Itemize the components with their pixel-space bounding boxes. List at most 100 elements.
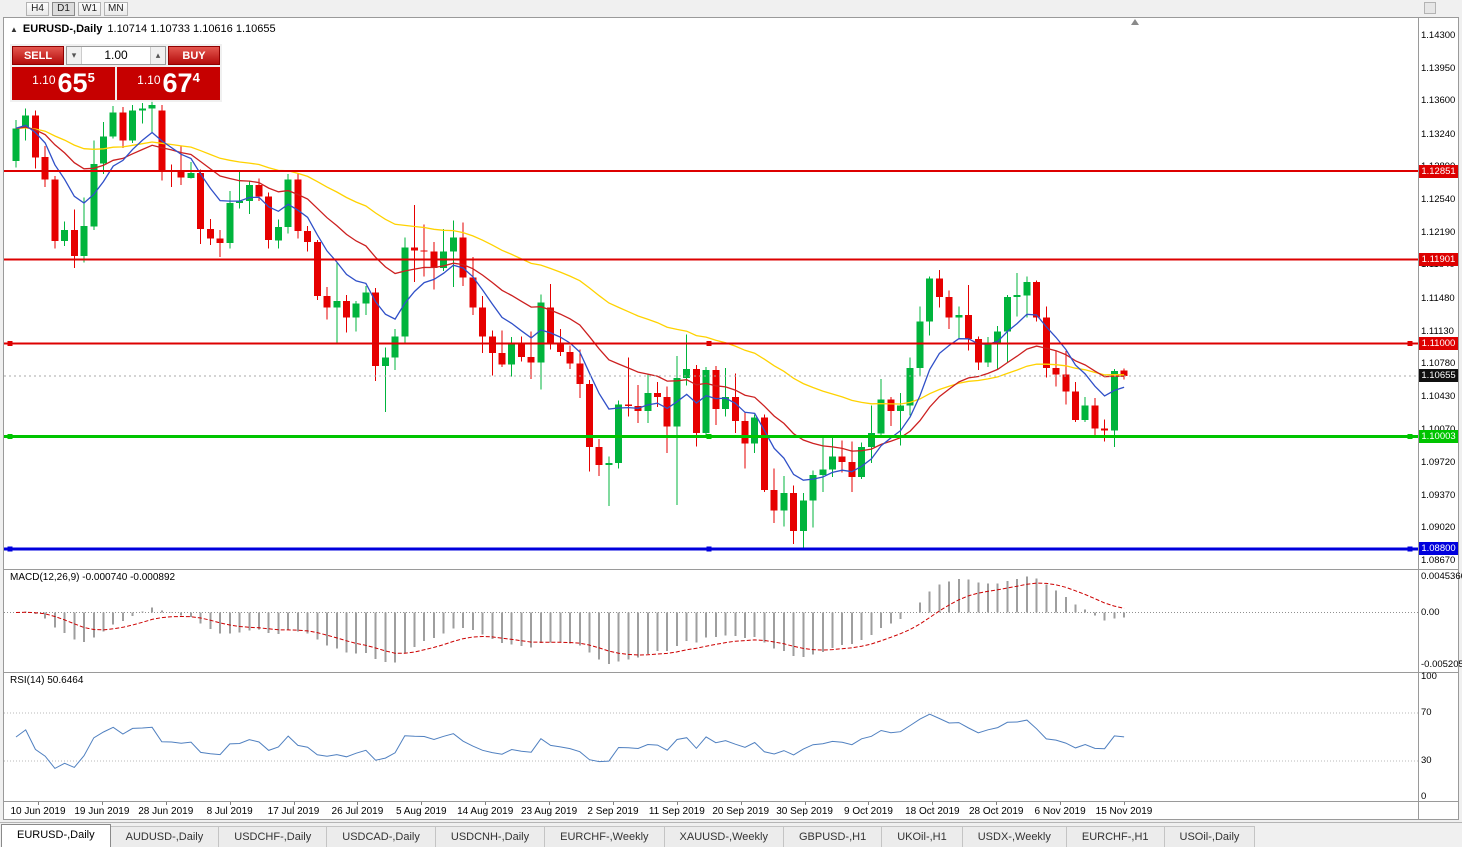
horizontal-lines — [4, 170, 1418, 552]
time-axis-tick — [996, 802, 998, 805]
price-axis-label: 1.10780 — [1421, 358, 1456, 370]
symbol-tab-usdcad-daily[interactable]: USDCAD-,Daily — [326, 826, 436, 847]
timeframe-button-w1[interactable]: W1 — [78, 1, 101, 16]
symbol-tab-eurchf-weekly[interactable]: EURCHF-,Weekly — [544, 826, 665, 847]
volume-field[interactable]: ▾ 1.00 ▴ — [66, 46, 166, 65]
moving-average-line — [15, 127, 1125, 405]
candles — [12, 97, 1128, 550]
rsi-line — [15, 713, 1125, 770]
buy-price-prefix: 1.10 — [137, 72, 161, 87]
chart-ohlc-values: 1.10714 1.10733 1.10616 1.10655 — [107, 23, 276, 35]
hline-price-badge: 1.08800 — [1419, 542, 1458, 556]
chart-frame: ▲ EURUSD-,Daily 1.10714 1.10733 1.10616 … — [3, 17, 1462, 820]
time-axis-label: 8 Jul 2019 — [206, 806, 253, 817]
one-click-trading-panel: SELL ▾ 1.00 ▴ BUY 1.10 65 5 1.10 67 4 — [10, 44, 222, 102]
time-axis-label: 15 Nov 2019 — [1095, 806, 1153, 817]
price-axis-label: 1.09720 — [1421, 457, 1456, 469]
sell-price-big: 65 — [57, 68, 88, 98]
time-axis-tick — [421, 802, 423, 805]
price-axis-label: 1.09370 — [1421, 489, 1456, 501]
hline-price-badge: 1.11000 — [1419, 337, 1458, 351]
panel-divider[interactable] — [4, 569, 1458, 570]
time-axis-tick — [932, 802, 934, 805]
time-axis-label: 11 Sep 2019 — [648, 806, 705, 817]
symbol-tab-gbpusd-h1[interactable]: GBPUSD-,H1 — [782, 826, 883, 847]
time-axis-label: 10 Jun 2019 — [10, 806, 66, 817]
symbol-tab-ukoil-h1[interactable]: UKOil-,H1 — [881, 826, 963, 847]
macd-axis-label: 0.0045366 — [1421, 571, 1462, 582]
price-axis-label: 1.12190 — [1421, 226, 1456, 238]
time-axis-label: 6 Nov 2019 — [1034, 806, 1086, 817]
time-axis-label: 9 Oct 2019 — [844, 806, 893, 817]
time-axis-label: 18 Oct 2019 — [905, 806, 960, 817]
current-price-badge: 1.10655 — [1419, 369, 1458, 383]
timeframe-button-mn[interactable]: MN — [104, 1, 128, 16]
chart-symbol-label: EURUSD-,Daily — [22, 23, 103, 35]
symbol-tab-usdchf-daily[interactable]: USDCHF-,Daily — [218, 826, 328, 847]
rsi-panel — [4, 673, 1418, 801]
time-axis-label: 20 Sep 2019 — [712, 806, 770, 817]
time-axis-label: 23 Aug 2019 — [520, 806, 578, 817]
one-click-toggle-icon[interactable]: ▲ — [10, 24, 18, 34]
symbol-tab-eurusd-daily[interactable]: EURUSD-,Daily — [1, 824, 111, 847]
panel-divider[interactable] — [4, 672, 1458, 673]
time-axis-tick — [804, 802, 806, 805]
time-axis-tick — [1060, 802, 1062, 805]
rsi-axis-label: 100 — [1421, 671, 1437, 682]
sell-price-prefix: 1.10 — [32, 72, 56, 87]
symbol-tab-bar: EURUSD-,Daily AUDUSD-,Daily USDCHF-,Daily U… — [0, 822, 1462, 847]
hline-price-badge: 1.12851 — [1419, 164, 1458, 178]
sell-price-display[interactable]: 1.10 65 5 — [12, 67, 115, 100]
symbol-tab-audusd-daily[interactable]: AUDUSD-,Daily — [109, 826, 220, 847]
timeframe-toolbar: H4 D1 W1 MN — [0, 0, 1462, 17]
buy-button[interactable]: BUY — [168, 46, 220, 65]
time-axis-tick — [868, 802, 870, 805]
price-axis-label: 1.13950 — [1421, 62, 1456, 74]
price-chart[interactable] — [4, 26, 1418, 569]
timeframe-button-d1[interactable]: D1 — [52, 1, 75, 16]
symbol-tab-usdcnh-daily[interactable]: USDCNH-,Daily — [434, 826, 546, 847]
time-axis-label: 17 Jul 2019 — [267, 806, 320, 817]
time-axis-tick — [612, 802, 614, 805]
sell-button[interactable]: SELL — [12, 46, 64, 65]
price-axis-label: 1.11480 — [1421, 292, 1455, 304]
macd-axis-label: 0.00 — [1421, 606, 1440, 618]
chart-title: ▲ EURUSD-,Daily 1.10714 1.10733 1.10616 … — [10, 23, 276, 35]
symbol-tab-usoil-daily[interactable]: USOil-,Daily — [1163, 826, 1256, 847]
buy-price-pip: 4 — [192, 70, 200, 85]
hline-price-badge: 1.10003 — [1419, 430, 1458, 444]
volume-decrease-icon[interactable]: ▾ — [67, 47, 82, 64]
price-axis-separator — [1418, 18, 1419, 819]
sell-price-pip: 5 — [87, 70, 95, 85]
buy-price-big: 67 — [162, 68, 193, 98]
time-axis-label: 28 Jun 2019 — [138, 806, 194, 817]
buy-price-display[interactable]: 1.10 67 4 — [117, 67, 220, 100]
time-axis-tick — [485, 802, 487, 805]
symbol-tab-usdx-weekly[interactable]: USDX-,Weekly — [961, 826, 1067, 847]
moving-average-line — [15, 124, 1125, 481]
price-axis-label: 1.08670 — [1421, 555, 1456, 566]
volume-increase-icon[interactable]: ▴ — [150, 47, 165, 64]
rsi-label: RSI(14) 50.6464 — [10, 675, 84, 686]
time-axis-label: 26 Jul 2019 — [331, 806, 384, 817]
chart-shift-marker[interactable] — [1131, 19, 1139, 25]
macd-signal-line — [15, 582, 1125, 656]
volume-value[interactable]: 1.00 — [104, 48, 128, 62]
timeframe-button-h4[interactable]: H4 — [26, 1, 49, 16]
price-axis-label: 1.14300 — [1421, 30, 1456, 41]
symbol-tab-eurchf-h1[interactable]: EURCHF-,H1 — [1065, 826, 1165, 847]
time-axis-tick — [165, 802, 167, 805]
time-axis-label: 19 Jun 2019 — [74, 806, 130, 817]
rsi-axis-label: 30 — [1421, 755, 1432, 766]
toolbar-overflow-icon[interactable] — [1424, 2, 1436, 14]
time-axis-tick — [229, 802, 231, 805]
time-axis-tick — [1124, 802, 1125, 805]
time-axis-label: 2 Sep 2019 — [587, 806, 639, 817]
time-axis[interactable]: 10 Jun 2019 19 Jun 2019 28 Jun 2019 8 Jul 2… — [4, 802, 1418, 819]
price-axis-label: 1.13240 — [1421, 128, 1456, 140]
price-axis-label: 1.09020 — [1421, 522, 1456, 534]
time-axis-tick — [38, 802, 39, 805]
symbol-tab-xauusd-weekly[interactable]: XAUUSD-,Weekly — [663, 826, 784, 847]
